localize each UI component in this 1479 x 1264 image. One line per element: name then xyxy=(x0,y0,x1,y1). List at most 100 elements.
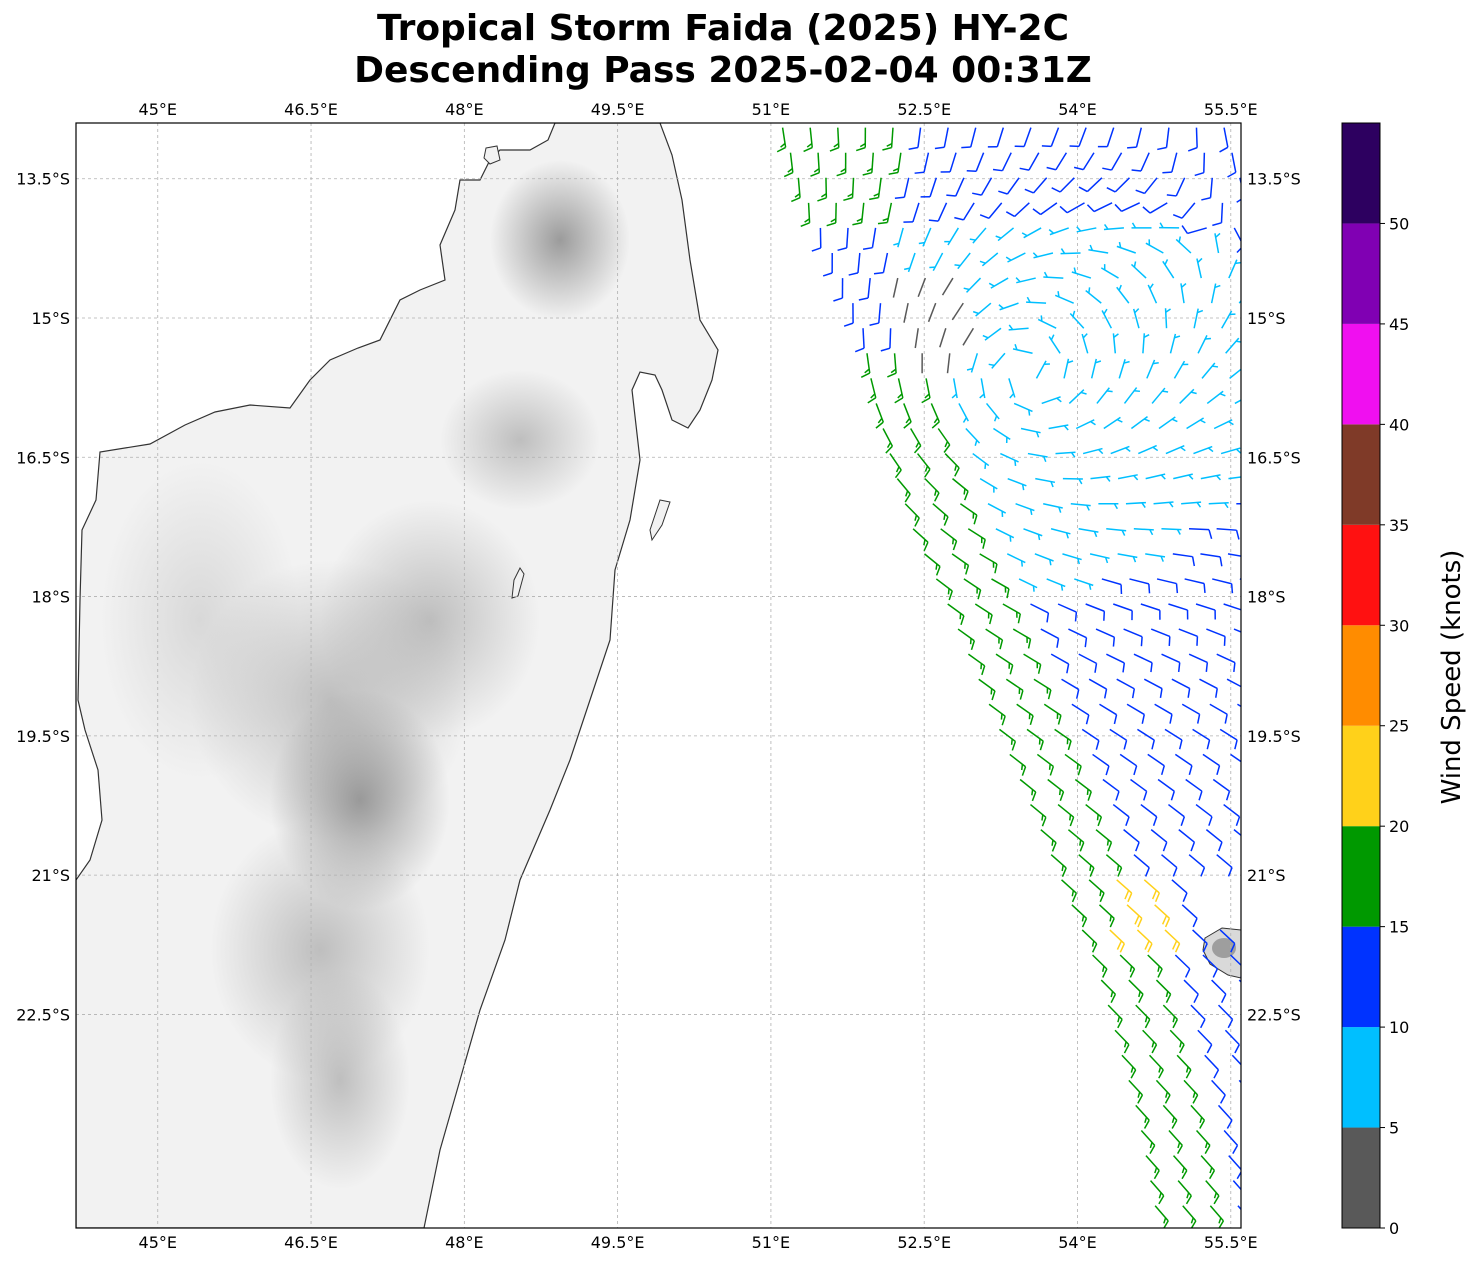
wind-barb-shaft xyxy=(1224,1029,1240,1046)
wind-barb-feather xyxy=(1181,1170,1188,1180)
wind-barb-feather xyxy=(1119,943,1126,953)
wind-barb xyxy=(1026,296,1047,304)
wind-barb-shaft xyxy=(1114,177,1130,193)
wind-barb-feather xyxy=(1226,1119,1233,1129)
wind-barb xyxy=(1216,528,1240,540)
wind-barb-feather xyxy=(1168,636,1171,646)
wind-barb xyxy=(1101,578,1123,595)
wind-barb xyxy=(1216,653,1236,673)
wind-barb xyxy=(904,252,916,273)
wind-barb-feather xyxy=(887,372,897,378)
wind-barb-shaft xyxy=(1085,603,1105,612)
wind-barb-shaft xyxy=(1028,152,1040,171)
wind-barb xyxy=(1060,248,1081,255)
wind-barb-shaft xyxy=(1211,979,1227,995)
colorbar-bin xyxy=(1342,424,1380,525)
wind-barb-feather xyxy=(954,467,960,477)
wind-barb-feather xyxy=(1014,344,1018,350)
wind-barb-shaft xyxy=(1228,476,1241,480)
wind-barb-feather xyxy=(998,304,1004,310)
wind-barb xyxy=(1224,1029,1240,1054)
wind-barb-feather xyxy=(998,190,1008,195)
wind-barb-feather xyxy=(918,241,925,245)
wind-barb xyxy=(1206,390,1226,405)
wind-barb-feather xyxy=(1177,662,1181,672)
wind-barb-shaft xyxy=(1143,678,1163,690)
wind-barb-shaft xyxy=(1233,829,1241,837)
wind-barb xyxy=(1145,239,1164,254)
wind-barb-shaft xyxy=(1171,152,1178,173)
wind-barb-feather xyxy=(1199,1019,1206,1029)
wind-barb xyxy=(889,453,902,479)
wind-barb-feather xyxy=(1144,1117,1148,1124)
wind-barb xyxy=(1033,678,1052,700)
wind-barb-feather xyxy=(787,168,793,173)
wind-barb-feather xyxy=(1235,448,1241,454)
wind-barb-feather xyxy=(973,514,978,525)
wind-barb-feather xyxy=(1118,241,1122,248)
wind-barb-feather xyxy=(829,146,840,152)
wind-barb xyxy=(783,152,794,178)
wind-barb-feather xyxy=(962,417,968,423)
wind-barb xyxy=(1118,359,1130,379)
wind-barb-feather xyxy=(856,218,863,222)
wind-barb xyxy=(1151,387,1169,404)
madagascar-land xyxy=(76,123,1241,1228)
wind-barb xyxy=(1119,954,1136,978)
wind-barb xyxy=(959,503,978,525)
wind-barb-feather xyxy=(1234,739,1238,750)
wind-barb xyxy=(1073,152,1095,171)
wind-barb-feather xyxy=(822,272,833,277)
wind-barb-feather xyxy=(1095,740,1100,750)
wind-barb xyxy=(1149,1180,1165,1205)
wind-barb-feather xyxy=(1235,530,1240,540)
wind-barb xyxy=(1112,803,1130,827)
lon-tick-label-bottom: 54°E xyxy=(1058,1233,1096,1252)
wind-barb xyxy=(1233,628,1241,633)
wind-barb-feather xyxy=(1161,915,1168,925)
wind-barb xyxy=(1208,501,1229,509)
wind-barb-feather xyxy=(1165,993,1172,1003)
wind-barb-shaft xyxy=(1240,779,1241,781)
wind-barb xyxy=(1230,753,1241,763)
lon-tick-label-bottom: 48°E xyxy=(445,1233,483,1252)
wind-barb-feather xyxy=(1192,1094,1199,1104)
wind-barb xyxy=(1186,417,1206,430)
wind-barb xyxy=(1210,283,1221,304)
wind-barb-feather xyxy=(1153,1170,1160,1180)
wind-barb xyxy=(1105,854,1123,877)
wind-barb xyxy=(1098,904,1115,928)
wind-barb xyxy=(957,628,976,651)
wind-barb-feather xyxy=(1219,392,1226,397)
wind-barb-feather xyxy=(954,216,964,221)
wind-barb xyxy=(1205,1180,1220,1205)
wind-barb xyxy=(1201,362,1219,379)
wind-barb xyxy=(1176,1054,1192,1079)
wind-barb xyxy=(1088,244,1109,254)
wind-barb-feather xyxy=(1179,1041,1183,1048)
wind-barb xyxy=(1061,678,1080,699)
wind-barb xyxy=(1167,803,1186,826)
wind-barb xyxy=(1043,703,1062,725)
wind-barb-feather xyxy=(1154,1167,1158,1174)
wind-barb-shaft xyxy=(1192,929,1208,945)
wind-barb-feather xyxy=(1117,1016,1121,1023)
wind-barb-feather xyxy=(1209,1170,1216,1180)
wind-barb-feather xyxy=(1158,1192,1162,1199)
wind-barb xyxy=(1136,728,1155,750)
wind-barb-feather xyxy=(931,421,940,429)
wind-barb-feather xyxy=(1208,529,1213,540)
wind-barb-feather xyxy=(935,566,941,576)
wind-barb-shaft xyxy=(867,277,871,299)
wind-barb xyxy=(1155,1079,1171,1104)
wind-barb xyxy=(1128,1079,1144,1104)
wind-barb xyxy=(1086,202,1113,213)
wind-barb xyxy=(1128,979,1144,1004)
wind-barb-feather xyxy=(1196,714,1201,724)
wind-barb xyxy=(1098,502,1119,510)
colorbar-tick-label: 15 xyxy=(1389,918,1409,937)
wind-barb-feather xyxy=(1130,1069,1137,1079)
wind-barb-feather xyxy=(855,146,866,152)
wind-barb-feather xyxy=(1213,1192,1217,1199)
wind-barb xyxy=(1195,1129,1211,1154)
